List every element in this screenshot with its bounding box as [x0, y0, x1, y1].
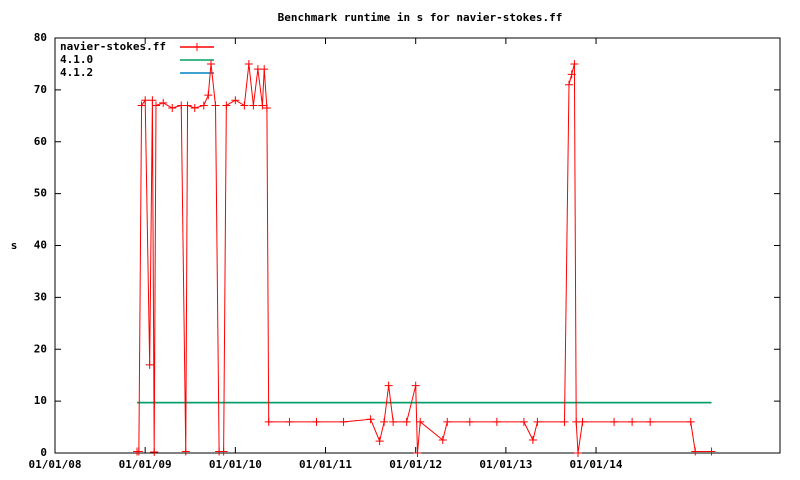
point-marker — [578, 417, 587, 426]
point-marker — [465, 417, 474, 426]
point-marker — [181, 447, 190, 456]
x-tick-label: 01/01/08 — [29, 458, 82, 471]
y-tick-label: 20 — [34, 342, 47, 355]
y-tick-label: 50 — [34, 187, 47, 200]
point-marker — [519, 417, 528, 426]
point-marker — [204, 91, 213, 100]
legend-label: 4.1.2 — [60, 66, 93, 79]
point-marker — [413, 449, 422, 457]
point-marker — [411, 381, 420, 390]
point-marker — [443, 417, 452, 426]
series-line — [137, 63, 712, 454]
point-marker — [150, 447, 159, 456]
legend-label: navier-stokes.ff — [60, 40, 166, 53]
point-marker — [564, 80, 573, 89]
point-marker — [141, 96, 150, 105]
point-marker — [199, 101, 208, 110]
point-marker — [528, 436, 537, 445]
point-marker — [533, 417, 542, 426]
chart-title: Benchmark runtime in s for navier-stokes… — [278, 11, 563, 24]
point-marker — [339, 417, 348, 426]
point-marker — [560, 417, 569, 426]
point-marker — [244, 59, 253, 68]
point-marker — [190, 104, 199, 113]
point-marker — [312, 417, 321, 426]
point-marker — [574, 449, 583, 457]
point-marker — [249, 101, 258, 110]
point-marker — [691, 447, 700, 456]
point-marker — [492, 417, 501, 426]
point-marker — [134, 447, 143, 456]
y-tick-label: 60 — [34, 135, 47, 148]
x-tick-label: 01/01/11 — [299, 458, 352, 471]
x-tick-label: 01/01/14 — [570, 458, 623, 471]
plot-frame — [54, 37, 781, 454]
point-marker — [258, 101, 267, 110]
point-marker — [148, 96, 157, 105]
point-marker — [389, 417, 398, 426]
point-marker — [240, 101, 249, 110]
point-marker — [145, 360, 154, 369]
x-tick-label: 01/01/10 — [209, 458, 262, 471]
point-marker — [168, 104, 177, 113]
y-tick-label: 10 — [34, 394, 47, 407]
point-marker — [380, 417, 389, 426]
x-tick-label: 01/01/09 — [119, 458, 172, 471]
point-marker — [183, 101, 192, 110]
legend-label: 4.1.0 — [60, 53, 93, 66]
point-marker — [416, 417, 425, 426]
point-marker — [402, 417, 411, 426]
point-marker — [438, 436, 447, 445]
y-tick-label: 80 — [34, 31, 47, 44]
point-marker — [384, 381, 393, 390]
point-marker — [285, 417, 294, 426]
y-tick-label: 40 — [34, 239, 47, 252]
point-marker — [610, 417, 619, 426]
point-marker — [570, 59, 579, 68]
point-marker — [646, 417, 655, 426]
y-tick-label: 0 — [40, 446, 47, 459]
legend-marker — [193, 43, 201, 51]
y-tick-label: 30 — [34, 290, 47, 303]
point-marker — [567, 70, 576, 79]
point-marker — [375, 437, 384, 446]
point-marker — [222, 101, 231, 110]
point-marker — [262, 104, 271, 113]
point-marker — [707, 447, 716, 456]
point-marker — [151, 101, 160, 110]
point-marker — [159, 98, 168, 107]
point-marker — [628, 417, 637, 426]
point-marker — [219, 447, 228, 456]
y-axis-label: s — [11, 239, 18, 252]
point-marker — [264, 417, 273, 426]
point-marker — [260, 65, 269, 74]
point-marker — [366, 415, 375, 424]
point-marker — [137, 101, 146, 110]
point-marker — [207, 59, 216, 68]
point-marker — [686, 417, 695, 426]
point-marker — [231, 96, 240, 105]
x-tick-label: 01/01/13 — [479, 458, 532, 471]
x-tick-label: 01/01/12 — [389, 458, 442, 471]
y-tick-label: 70 — [34, 83, 47, 96]
point-marker — [211, 101, 220, 110]
